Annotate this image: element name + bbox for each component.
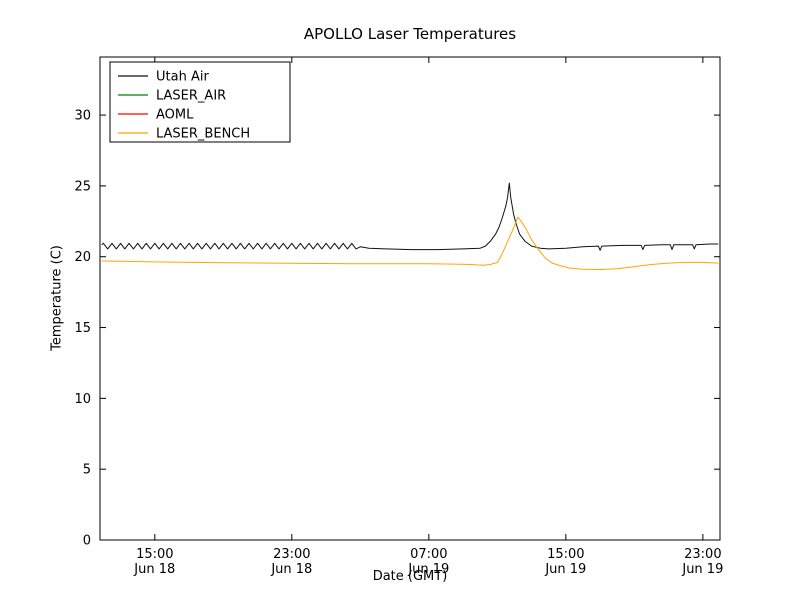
- x-tick-label-date: Jun 18: [133, 562, 175, 577]
- x-tick-label-date: Jun 19: [407, 562, 449, 577]
- y-tick-label: 25: [74, 179, 91, 194]
- y-tick-label: 15: [74, 321, 91, 336]
- series-laser-bench-line: [101, 216, 719, 270]
- legend-label-utah-air: Utah Air: [156, 70, 209, 85]
- x-tick-label-date: Jun 19: [544, 562, 586, 577]
- y-tick-label: 5: [83, 463, 91, 478]
- y-tick-label: 20: [74, 250, 91, 265]
- x-tick-label-date: Jun 18: [270, 562, 312, 577]
- x-tick-label-time: 07:00: [410, 547, 447, 562]
- y-tick-label: 10: [74, 392, 91, 407]
- x-tick-label-time: 23:00: [684, 547, 721, 562]
- y-tick-label: 0: [83, 534, 91, 549]
- series-utah-air-line: [101, 182, 719, 251]
- legend-label-aoml: AOML: [156, 108, 194, 123]
- legend-box: [109, 61, 291, 143]
- legend-label-laser-bench: LASER_BENCH: [156, 127, 250, 142]
- x-tick-label-time: 23:00: [273, 547, 310, 562]
- plot-border: [99, 56, 721, 541]
- x-tick-label-time: 15:00: [136, 547, 173, 562]
- legend-label-laser-air: LASER_AIR: [156, 89, 226, 104]
- chart-title: APOLLO Laser Temperatures: [303, 25, 517, 43]
- x-tick-label-time: 15:00: [547, 547, 584, 562]
- x-tick-label-date: Jun 19: [681, 562, 723, 577]
- y-tick-label: 30: [74, 109, 91, 124]
- x-axis-label: Date (GMT): [372, 569, 448, 584]
